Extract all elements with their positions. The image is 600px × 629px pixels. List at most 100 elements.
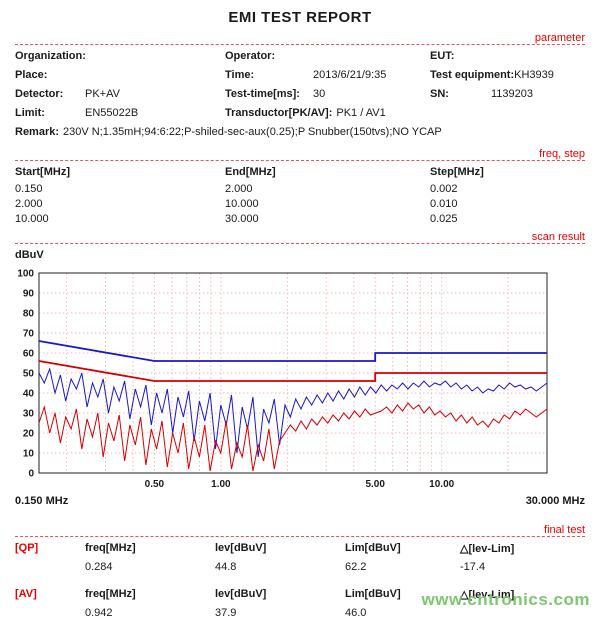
test-equipment-value: KH3939 xyxy=(514,69,554,81)
sn-value: 1139203 xyxy=(490,88,533,100)
separator-scan-result: scan result xyxy=(15,228,585,244)
step-mhz-header: Step[MHz] xyxy=(430,166,484,178)
sn-label: SN: xyxy=(430,88,449,100)
final-test-gap xyxy=(15,580,585,588)
svg-text:5.00: 5.00 xyxy=(365,479,385,489)
operator-label: Operator: xyxy=(225,50,276,62)
qp-tag: [QP] xyxy=(15,542,39,554)
qp-lev-value: 44.8 xyxy=(215,561,237,573)
field-time: Time: 2013/6/21/9:35 xyxy=(225,69,386,81)
qp-value-row: 0.284 44.8 62.2 -17.4 xyxy=(15,561,585,580)
section-label-final-test: final test xyxy=(544,524,585,536)
param-row-1: Organization: Operator: EUT: xyxy=(15,50,585,69)
section-label-scan-result: scan result xyxy=(531,231,585,243)
av-header-row: [AV] freq[MHz] lev[dBuV] Lim[dBuV] △[lev… xyxy=(15,588,585,607)
field-place: Place: xyxy=(15,69,81,81)
test-time-value: 30 xyxy=(313,88,326,100)
av-freq-value: 0.942 xyxy=(85,607,113,619)
param-row-3: Detector: PK+AV Test-time[ms]: 30 SN: 11392… xyxy=(15,88,585,107)
freq-step-row: 0.150 2.000 0.002 xyxy=(15,183,585,198)
remark-value: 230V N;1.35mH;94:6:22;P-shiled-sec-aux(0… xyxy=(63,126,442,138)
freq-step-header-row: Start[MHz] End[MHz] Step[MHz] xyxy=(15,166,585,183)
section-label-freq-step: freq, step xyxy=(539,148,585,160)
limit-label: Limit: xyxy=(15,107,45,119)
qp-freq-header: freq[MHz] xyxy=(85,542,136,554)
transductor-value: PK1 / AV1 xyxy=(336,107,386,119)
start-value: 10.000 xyxy=(15,213,49,225)
av-lim-header: Lim[dBuV] xyxy=(345,588,401,600)
av-value-row: 0.942 37.9 46.0 xyxy=(15,607,585,626)
end-mhz-header: End[MHz] xyxy=(225,166,276,178)
qp-freq-value: 0.284 xyxy=(85,561,113,573)
qp-lim-header: Lim[dBuV] xyxy=(345,542,401,554)
transductor-label: Transductor[PK/AV]: xyxy=(225,107,333,119)
param-row-5: Remark: 230V N;1.35mH;94:6:22;P-shiled-se… xyxy=(15,126,585,145)
svg-text:0: 0 xyxy=(28,469,34,480)
qp-lim-value: 62.2 xyxy=(345,561,367,573)
field-detector: Detector: PK+AV xyxy=(15,88,120,100)
av-lev-header: lev[dBuV] xyxy=(215,588,267,600)
qp-delta-value: -17.4 xyxy=(460,561,486,573)
freq-step-row: 2.000 10.000 0.010 xyxy=(15,198,585,213)
svg-text:20: 20 xyxy=(23,429,35,440)
freq-step-row: 10.000 30.000 0.025 xyxy=(15,213,585,228)
qp-lev-header: lev[dBuV] xyxy=(215,542,267,554)
test-time-label: Test-time[ms]: xyxy=(225,88,300,100)
field-test-equipment: Test equipment:KH3939 xyxy=(430,69,554,81)
eut-label: EUT: xyxy=(430,50,455,62)
step-value: 0.002 xyxy=(430,183,458,195)
time-label: Time: xyxy=(225,69,255,81)
end-value: 30.000 xyxy=(225,213,259,225)
page-title: EMI TEST REPORT xyxy=(228,9,372,26)
separator-final-test: final test xyxy=(15,521,585,537)
start-value: 0.150 xyxy=(15,183,43,195)
svg-text:0.50: 0.50 xyxy=(145,479,165,489)
x-axis-start-label: 0.150 MHz xyxy=(15,495,69,507)
svg-text:10: 10 xyxy=(23,449,35,460)
field-limit: Limit: EN55022B xyxy=(15,107,138,119)
x-axis-end-label: 30.000 MHz xyxy=(525,495,585,507)
step-value: 0.010 xyxy=(430,198,458,210)
field-eut: EUT: xyxy=(430,50,454,62)
field-test-time: Test-time[ms]: 30 xyxy=(225,88,325,100)
svg-text:70: 70 xyxy=(23,329,35,340)
test-equipment-label: Test equipment: xyxy=(430,69,515,81)
param-row-4: Limit: EN55022B Transductor[PK/AV]: PK1 / … xyxy=(15,107,585,126)
start-mhz-header: Start[MHz] xyxy=(15,166,70,178)
end-value: 10.000 xyxy=(225,198,259,210)
scan-result-chart: 0 10 20 30 40 50 60 70 80 90 100 0.50 1.00 5.00 10.00 xyxy=(17,269,548,490)
qp-delta-header: △[lev-Lim] xyxy=(460,543,515,555)
watermark-text: www.cntronics.com xyxy=(421,590,590,609)
y-axis-unit-label: dBuV xyxy=(15,249,44,261)
field-transductor: Transductor[PK/AV]: PK1 / AV1 xyxy=(225,107,386,119)
av-lev-value: 37.9 xyxy=(215,607,237,619)
detector-value: PK+AV xyxy=(85,88,120,100)
section-label-parameter: parameter xyxy=(534,32,585,44)
step-value: 0.025 xyxy=(430,213,458,225)
svg-text:80: 80 xyxy=(23,309,35,320)
av-freq-header: freq[MHz] xyxy=(85,588,136,600)
svg-text:60: 60 xyxy=(23,349,35,360)
av-tag: [AV] xyxy=(15,588,37,600)
av-delta-header: △[lev-Lim] xyxy=(460,589,515,601)
limit-value: EN55022B xyxy=(85,107,139,119)
place-label: Place: xyxy=(15,69,48,81)
field-remark: Remark: 230V N;1.35mH;94:6:22;P-shiled-se… xyxy=(15,126,442,138)
svg-text:1.00: 1.00 xyxy=(211,479,231,489)
svg-text:40: 40 xyxy=(23,389,35,400)
x-axis-range-labels: 0.150 MHz 30.000 MHz xyxy=(15,495,585,507)
svg-text:50: 50 xyxy=(23,369,35,380)
detector-label: Detector: xyxy=(15,88,64,100)
separator-freq-step: freq, step xyxy=(15,145,585,161)
end-value: 2.000 xyxy=(225,183,253,195)
qp-header-row: [QP] freq[MHz] lev[dBuV] Lim[dBuV] △[lev… xyxy=(15,542,585,561)
av-lim-value: 46.0 xyxy=(345,607,367,619)
param-row-2: Place: Time: 2013/6/21/9:35 Test equipmen… xyxy=(15,69,585,88)
svg-text:10.00: 10.00 xyxy=(429,479,454,489)
start-value: 2.000 xyxy=(15,198,43,210)
field-organization: Organization: xyxy=(15,50,86,62)
field-sn: SN: 1139203 xyxy=(430,88,533,100)
svg-text:30: 30 xyxy=(23,409,35,420)
separator-parameter: parameter xyxy=(15,29,585,45)
